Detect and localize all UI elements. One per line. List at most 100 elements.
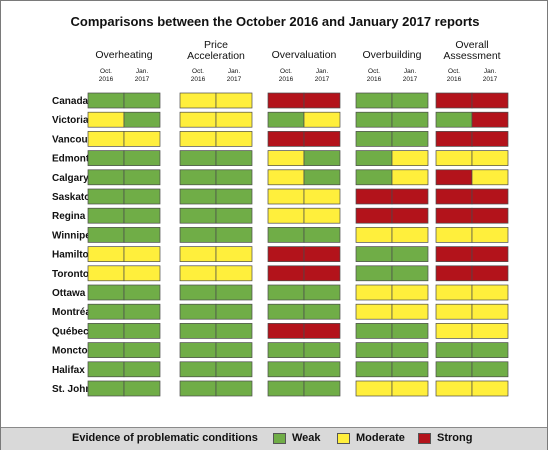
cell-13-7: [391, 342, 429, 358]
cell-4-3: [215, 169, 253, 186]
cell-3-0: [87, 150, 125, 166]
cell-0-0: [87, 92, 125, 109]
cell-11-3: [215, 303, 253, 320]
cell-0-7: [391, 92, 429, 109]
row-label-15: St. John’s: [52, 384, 100, 395]
cell-11-7: [391, 303, 429, 320]
subheader-1-1-line-1: 2017: [227, 76, 242, 83]
cell-9-5: [303, 265, 341, 282]
cell-3-1: [123, 150, 161, 166]
cell-11-5: [303, 303, 341, 320]
row-label-5: Saskatoon: [52, 192, 103, 203]
subheader-4-0-line-1: 2016: [447, 76, 462, 83]
row-label-11: Montréal: [52, 307, 94, 318]
cell-4-4: [267, 169, 305, 186]
cell-0-3: [215, 92, 253, 109]
cell-11-0: [87, 303, 125, 320]
cell-14-1: [123, 361, 161, 378]
cell-1-6: [355, 111, 393, 128]
cell-15-8: [435, 380, 473, 397]
cell-12-5: [303, 323, 341, 339]
cell-8-0: [87, 246, 125, 262]
cell-2-3: [215, 131, 253, 147]
cell-8-9: [471, 246, 509, 262]
cell-2-1: [123, 131, 161, 147]
subheader-2-1-line-0: Jan.: [316, 68, 328, 75]
cell-5-1: [123, 188, 161, 205]
cell-12-1: [123, 323, 161, 339]
cell-8-3: [215, 246, 253, 262]
row-label-7: Winnipeg: [52, 230, 97, 241]
cell-6-1: [123, 207, 161, 224]
cell-15-2: [179, 380, 217, 397]
cell-5-5: [303, 188, 341, 205]
legend-label-strong: Strong: [437, 432, 473, 444]
cell-15-5: [303, 380, 341, 397]
cell-7-1: [123, 227, 161, 243]
cell-11-8: [435, 303, 473, 320]
cell-9-7: [391, 265, 429, 282]
cell-7-6: [355, 227, 393, 243]
cell-5-9: [471, 188, 509, 205]
cell-0-4: [267, 92, 305, 109]
row-label-12: Québec: [52, 326, 89, 337]
cell-0-2: [179, 92, 217, 109]
group-header-4-line-0: Overall: [455, 39, 488, 51]
cell-4-2: [179, 169, 217, 186]
cell-12-9: [471, 323, 509, 339]
cell-13-8: [435, 342, 473, 358]
cell-15-0: [87, 380, 125, 397]
row-label-0: Canada: [52, 96, 89, 107]
cell-4-8: [435, 169, 473, 186]
cell-12-6: [355, 323, 393, 339]
subheader-0-0-line-0: Oct.: [100, 68, 112, 75]
cell-5-4: [267, 188, 305, 205]
cell-0-9: [471, 92, 509, 109]
cell-6-0: [87, 207, 125, 224]
cell-1-2: [179, 111, 217, 128]
cell-4-5: [303, 169, 341, 186]
cell-2-5: [303, 131, 341, 147]
cell-5-8: [435, 188, 473, 205]
subheader-4-1-line-1: 2017: [483, 76, 498, 83]
cell-3-3: [215, 150, 253, 166]
cell-10-4: [267, 284, 305, 301]
row-label-4: Calgary: [52, 173, 89, 184]
cell-10-0: [87, 284, 125, 301]
cell-15-6: [355, 380, 393, 397]
cell-10-7: [391, 284, 429, 301]
cell-15-7: [391, 380, 429, 397]
cell-7-7: [391, 227, 429, 243]
row-label-14: Halifax: [52, 365, 85, 376]
cell-8-2: [179, 246, 217, 262]
cell-10-1: [123, 284, 161, 301]
legend-swatch-strong: [418, 433, 431, 444]
cell-7-4: [267, 227, 305, 243]
row-label-2: Vancouver: [52, 134, 103, 145]
cell-10-5: [303, 284, 341, 301]
cell-7-0: [87, 227, 125, 243]
group-header-1-line-1: Acceleration: [187, 50, 245, 62]
row-label-6: Regina: [52, 211, 86, 222]
subheader-4-1-line-0: Jan.: [484, 68, 496, 75]
row-label-13: Moncton: [52, 346, 94, 357]
cell-2-0: [87, 131, 125, 147]
cell-3-7: [391, 150, 429, 166]
cell-1-9: [471, 111, 509, 128]
legend-label-moderate: Moderate: [356, 432, 405, 444]
cell-5-2: [179, 188, 217, 205]
cell-4-9: [471, 169, 509, 186]
subheader-1-0-line-1: 2016: [191, 76, 206, 83]
cell-14-4: [267, 361, 305, 378]
cell-6-5: [303, 207, 341, 224]
subheader-2-1-line-1: 2017: [315, 76, 330, 83]
cell-8-8: [435, 246, 473, 262]
subheader-0-0-line-1: 2016: [99, 76, 114, 83]
cell-13-9: [471, 342, 509, 358]
cell-9-1: [123, 265, 161, 282]
legend-label-weak: Weak: [292, 432, 321, 444]
cell-13-5: [303, 342, 341, 358]
cell-2-6: [355, 131, 393, 147]
subheader-3-0-line-0: Oct.: [368, 68, 380, 75]
cell-15-9: [471, 380, 509, 397]
